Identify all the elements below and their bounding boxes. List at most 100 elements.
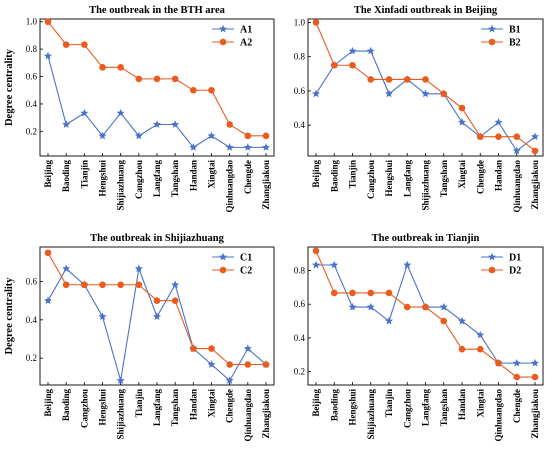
- data-point-C2: [135, 281, 143, 289]
- x-tick-label: Tangshan: [170, 389, 180, 426]
- data-point-D1: [476, 330, 485, 339]
- chart-panel-1: The outbreak in the BTH area 0.2 0.4 0.6 0.8…: [4, 5, 275, 213]
- chart-title: The outbreak in Shijiazhuang: [90, 233, 224, 244]
- x-tick-label: Tianjin: [348, 160, 358, 188]
- y-tick-label: 0.2: [26, 126, 37, 136]
- x-tick-label: Xingtai: [207, 160, 217, 189]
- data-point-C2: [190, 345, 197, 352]
- data-point-D1: [512, 358, 521, 367]
- x-tick-label: Hengshui: [384, 160, 394, 197]
- data-point-C1: [243, 344, 252, 352]
- data-point-D1: [531, 358, 539, 367]
- data-point-D1: [403, 260, 412, 269]
- data-point-B1: [494, 118, 503, 126]
- x-tick-label: Hengshui: [348, 389, 358, 426]
- y-tick-label: 1.0: [294, 17, 306, 27]
- data-point-D2: [476, 345, 484, 353]
- data-point-D2: [330, 289, 338, 297]
- data-point-B2: [495, 133, 502, 140]
- data-point-A2: [44, 18, 52, 26]
- data-point-A2: [171, 75, 179, 83]
- y-axis-label: Degree centrality: [4, 48, 15, 126]
- plot-frame: [307, 18, 544, 157]
- x-tick-label: Tianjin: [134, 389, 144, 417]
- legend-label-B1: B1: [509, 25, 521, 36]
- data-point-A1: [62, 120, 71, 128]
- series-line-A1: [47, 55, 266, 149]
- x-tick-label: Cangzhou: [402, 389, 412, 428]
- x-tick-label: Shijiazhuang: [116, 389, 126, 440]
- y-tick-label: 0.6: [294, 86, 306, 96]
- y-tick-label: 0.4: [26, 315, 38, 325]
- x-tick-label: Langfang: [152, 389, 162, 427]
- x-tick-label: Qinhuangdao: [494, 389, 504, 442]
- x-tick-label: Chengde: [475, 160, 485, 194]
- legend-label-C2: C2: [240, 266, 252, 277]
- data-point-D1: [330, 260, 339, 269]
- y-tick-label: 0.4: [26, 99, 38, 109]
- data-point-A1: [225, 143, 234, 151]
- x-tick-label: Hengshui: [98, 389, 108, 426]
- data-point-D1: [348, 302, 357, 311]
- chart-panel-2: The Xinfadi outbreak in Beijing 0.4 0.6 0.8…: [294, 5, 544, 213]
- legend-marker-A1: [219, 24, 227, 33]
- x-tick-label: Tangshan: [170, 160, 180, 197]
- x-tick-label: Xingtai: [207, 389, 217, 418]
- data-point-D2: [367, 289, 375, 297]
- data-point-B1: [348, 46, 357, 55]
- legend-marker-D1: [488, 252, 496, 261]
- data-point-D2: [458, 345, 466, 353]
- legend-label-A1: A1: [240, 25, 252, 36]
- data-point-A1: [134, 131, 143, 140]
- x-tick-label: Cangzhou: [366, 160, 376, 199]
- data-point-C2: [44, 249, 52, 257]
- data-point-A2: [99, 64, 106, 71]
- data-point-A2: [117, 64, 124, 71]
- x-tick-label: Handan: [457, 389, 467, 420]
- data-point-A2: [244, 132, 252, 140]
- data-point-C2: [226, 361, 233, 368]
- data-point-A2: [262, 132, 270, 140]
- data-point-A2: [62, 41, 70, 48]
- x-tick-label: Beijing: [311, 160, 321, 188]
- data-point-B2: [349, 61, 356, 69]
- x-tick-label: Chengde: [512, 389, 522, 423]
- data-point-A2: [208, 86, 215, 94]
- data-point-A1: [98, 131, 107, 140]
- data-point-D2: [495, 359, 502, 367]
- x-tick-label: Baoding: [329, 160, 339, 193]
- data-point-D1: [458, 316, 466, 325]
- data-point-A1: [243, 143, 252, 151]
- legend-label-A2: A2: [240, 38, 252, 49]
- data-point-A1: [171, 120, 180, 128]
- data-point-D2: [349, 289, 356, 297]
- x-tick-label: Shijiazhuang: [421, 160, 431, 211]
- x-tick-label: Tangshan: [439, 389, 449, 426]
- x-tick-label: Beijing: [43, 389, 53, 417]
- legend-marker-C2: [219, 266, 227, 274]
- data-point-D2: [403, 303, 411, 311]
- data-point-C1: [62, 264, 71, 273]
- data-point-B2: [312, 19, 320, 26]
- x-tick-label: Shijiazhuang: [116, 160, 126, 211]
- data-point-D1: [312, 260, 320, 269]
- data-point-C2: [99, 281, 106, 289]
- x-tick-label: Zhangjiakou: [261, 160, 271, 210]
- x-tick-label: Hengshui: [98, 160, 108, 197]
- series-line-C1: [47, 266, 267, 382]
- data-point-C2: [171, 297, 179, 304]
- data-point-B2: [330, 61, 338, 69]
- x-tick-label: Zhangjiakou: [530, 160, 540, 210]
- data-point-A1: [153, 120, 161, 128]
- chart-title: The Xinfadi outbreak in Beijing: [354, 5, 498, 16]
- x-tick-label: Zhangjiakou: [261, 389, 271, 439]
- legend-label-D2: D2: [509, 266, 521, 277]
- y-tick-label: 0.4: [294, 333, 306, 343]
- data-point-B1: [531, 132, 539, 141]
- x-tick-label: Qinhuangdao: [225, 160, 235, 213]
- y-tick-label: 0.6: [26, 72, 38, 82]
- y-tick-label: 0.6: [26, 277, 38, 287]
- x-tick-label: Baoding: [61, 389, 71, 422]
- data-point-C2: [244, 361, 252, 368]
- x-tick-label: Qinhuangdao: [512, 160, 522, 213]
